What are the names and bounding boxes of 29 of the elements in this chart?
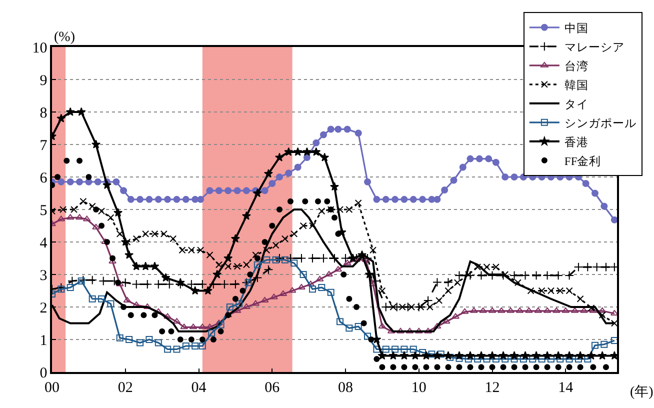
x-tick-label: 04 [191, 380, 207, 396]
x-tick-label: 10 [411, 380, 426, 396]
x-tick-label: 12 [484, 380, 500, 396]
y-tick-label: 2 [40, 300, 48, 316]
y-tick-label: 6 [40, 170, 48, 186]
legend-label: 香港 [564, 136, 588, 149]
y-axis-title: (%) [54, 30, 76, 45]
y-tick-label: 10 [32, 40, 48, 56]
y-tick-label: 9 [40, 72, 48, 89]
x-tick-label: 14 [558, 380, 574, 396]
y-tick-label: 8 [40, 105, 48, 122]
y-tick-label: 0 [40, 365, 48, 382]
legend-label: シンガポール [564, 116, 636, 130]
legend-label: 中国 [564, 22, 588, 35]
y-tick-label: 3 [40, 268, 48, 284]
x-tick-label: 02 [118, 380, 133, 396]
x-tick-label: 08 [338, 380, 354, 396]
legend-label: FF金利 [564, 154, 602, 168]
y-tick-label: 7 [40, 138, 48, 154]
legend-label: タイ [564, 98, 588, 111]
x-tick-label: 00 [44, 380, 60, 396]
legend-label: 台湾 [564, 58, 588, 73]
legend-label: 韓国 [564, 78, 588, 92]
x-axis-title: (年) [630, 384, 654, 400]
x-tick-label: 06 [264, 380, 280, 396]
y-tick-label: 4 [40, 235, 48, 252]
y-tick-label: 1 [40, 332, 48, 349]
y-tick-label: 5 [40, 202, 48, 219]
legend-label: マレーシア [564, 42, 624, 54]
